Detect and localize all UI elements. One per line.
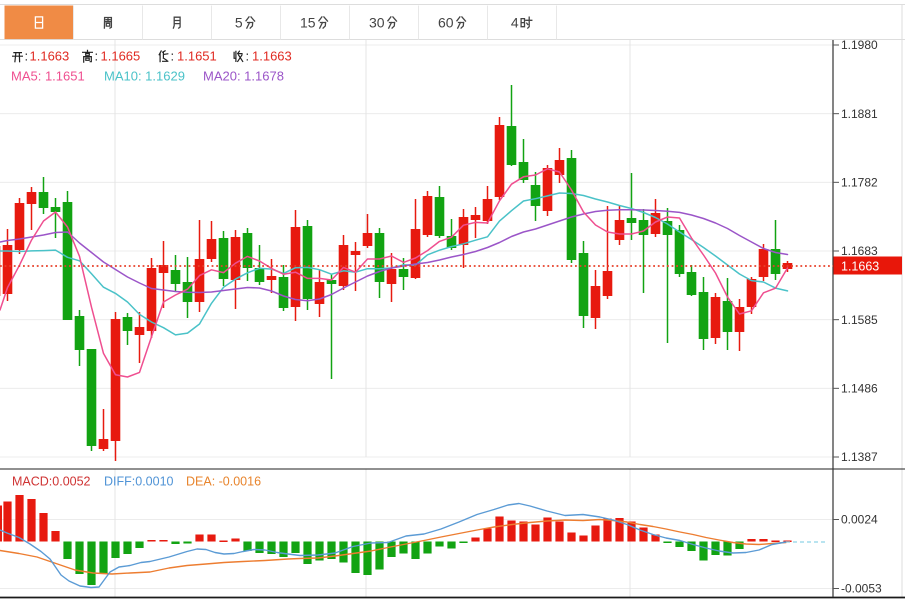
svg-text::: : [25, 49, 29, 64]
svg-text::: : [171, 49, 175, 64]
svg-text::: : [95, 49, 99, 64]
svg-text:1.1782: 1.1782 [841, 176, 878, 190]
svg-text:1.1683: 1.1683 [841, 244, 878, 258]
svg-text:1.1663: 1.1663 [252, 49, 292, 64]
svg-text:1.1663: 1.1663 [30, 49, 70, 64]
svg-text:-0.0053: -0.0053 [841, 582, 882, 596]
svg-text:MA10: 1.1629: MA10: 1.1629 [104, 69, 185, 84]
svg-text:DIFF:0.0010: DIFF:0.0010 [104, 475, 174, 489]
svg-text:60: 60 [438, 15, 454, 31]
svg-text:MA20: 1.1678: MA20: 1.1678 [203, 69, 284, 84]
svg-text:1.1663: 1.1663 [841, 260, 879, 274]
svg-text:5: 5 [235, 15, 243, 31]
svg-text:4: 4 [511, 15, 519, 31]
svg-text:15: 15 [300, 15, 316, 31]
svg-text:30: 30 [369, 15, 385, 31]
svg-text::: : [246, 49, 250, 64]
svg-text:MA5: 1.1651: MA5: 1.1651 [11, 69, 85, 84]
svg-text:1.1486: 1.1486 [841, 382, 878, 396]
svg-text:1.1585: 1.1585 [841, 313, 878, 327]
svg-text:MACD:0.0052: MACD:0.0052 [12, 475, 91, 489]
svg-text:DEA: -0.0016: DEA: -0.0016 [186, 475, 261, 489]
svg-text:1.1651: 1.1651 [177, 49, 217, 64]
svg-text:1.1665: 1.1665 [101, 49, 141, 64]
svg-text:1.1980: 1.1980 [841, 38, 878, 52]
svg-text:1.1881: 1.1881 [841, 107, 878, 121]
svg-text:0.0024: 0.0024 [841, 513, 878, 527]
svg-text:1.1387: 1.1387 [841, 450, 878, 464]
